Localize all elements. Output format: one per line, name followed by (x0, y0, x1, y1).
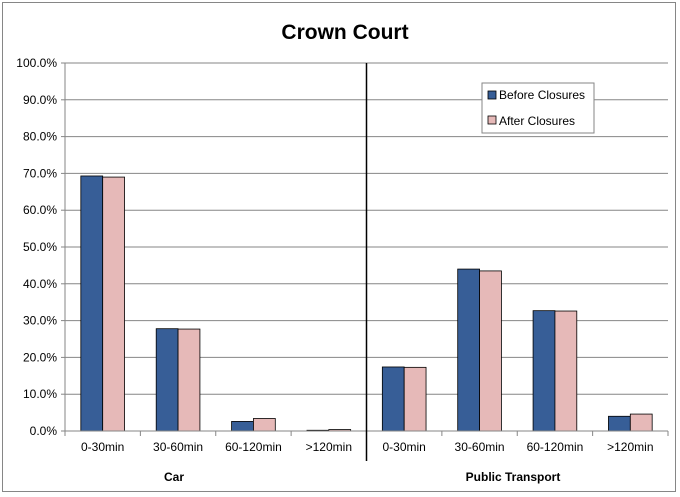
x-category-label: 60-120min (225, 440, 282, 454)
bar-after-closures (479, 270, 502, 432)
bar-before-closures (381, 366, 405, 432)
bar-before-closures (155, 328, 179, 432)
x-category-label: 30-60min (153, 440, 203, 454)
y-axis: 0.0% 10.0% 20.0% 30.0% 40.0% 50.0% 60.0% 70.0% 8… (16, 56, 66, 438)
y-tick-label: 20.0% (23, 350, 57, 364)
bar-before-closures (231, 421, 254, 432)
x-category-label: 0-30min (81, 440, 124, 454)
y-tick-label: 40.0% (23, 277, 57, 291)
x-axis: 0-30min 30-60min 60-120min >120min 0-30min 30… (64, 430, 669, 454)
y-tick-label: 60.0% (23, 203, 57, 217)
legend-swatch-before (487, 90, 497, 100)
legend-box (481, 82, 595, 134)
bar-after-closures (403, 366, 427, 432)
y-tick-label: 30.0% (23, 314, 57, 328)
legend-label-after: After Closures (499, 114, 575, 128)
y-tick-label: 10.0% (23, 387, 57, 401)
bar-before-closures (532, 310, 556, 432)
bar-after-closures (554, 310, 578, 432)
bar-after-closures (102, 176, 125, 432)
x-category-label: >120min (607, 440, 653, 454)
x-category-label: 30-60min (455, 440, 505, 454)
y-tick-label: 70.0% (23, 166, 57, 180)
y-tick-label: 90.0% (23, 93, 57, 107)
y-tick-label: 50.0% (23, 240, 57, 254)
bar-before-closures (457, 268, 480, 432)
bar-after-closures (177, 328, 201, 432)
legend: Before Closures After Closures (481, 82, 595, 134)
group-label-car: Car (164, 470, 184, 484)
x-category-label: >120min (306, 440, 352, 454)
bar-after-closures (629, 413, 653, 432)
bar-before-closures (608, 415, 631, 432)
group-label-public-transport: Public Transport (466, 470, 561, 484)
y-tick-label: 100.0% (16, 56, 57, 70)
legend-swatch-after (487, 115, 497, 125)
bar-after-closures (253, 418, 276, 432)
x-category-label: 60-120min (527, 440, 584, 454)
y-tick-label: 0.0% (30, 424, 58, 438)
y-tick-label: 80.0% (23, 130, 57, 144)
bars (80, 175, 653, 432)
bar-before-closures (80, 175, 104, 432)
chart-title: Crown Court (281, 21, 408, 44)
legend-label-before: Before Closures (499, 88, 585, 102)
x-category-label: 0-30min (383, 440, 426, 454)
